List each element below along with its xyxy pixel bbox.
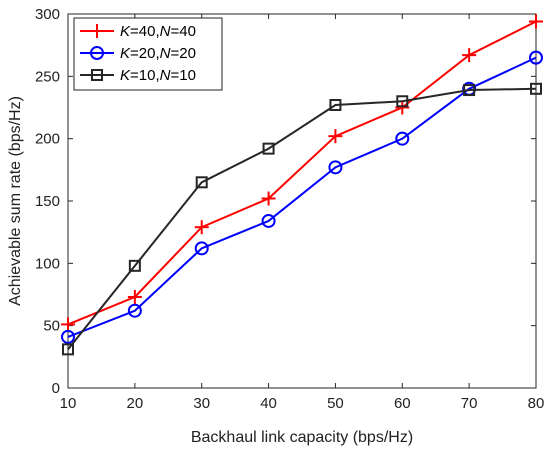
x-tick-label: 40 [260, 395, 277, 412]
legend-label: K=20,N=20 [120, 45, 196, 62]
data-point [328, 129, 343, 144]
series-line [67, 56, 537, 338]
x-tick-label: 30 [193, 395, 210, 412]
y-tick-label: 250 [35, 68, 60, 85]
data-point [127, 303, 142, 318]
y-tick-label: 300 [35, 6, 60, 23]
series-line [67, 87, 537, 350]
data-point [261, 213, 276, 228]
data-point [463, 84, 476, 97]
data-point [128, 259, 141, 272]
legend-label: K=40,N=40 [120, 23, 196, 40]
x-tick-label: 20 [127, 395, 144, 412]
series-group [61, 14, 543, 356]
y-tick-label: 150 [35, 193, 60, 210]
x-tick-label: 10 [60, 395, 77, 412]
data-point [529, 14, 543, 29]
data-point [62, 343, 74, 356]
x-tick-label: 50 [327, 395, 344, 412]
data-point [261, 191, 276, 206]
x-tick-label: 70 [461, 395, 478, 412]
y-tick-label: 0 [52, 380, 60, 397]
data-point [194, 241, 209, 256]
y-tick-label: 50 [43, 318, 60, 335]
legend-label: K=10,N=10 [120, 67, 196, 84]
series-1 [61, 14, 543, 332]
data-point [262, 142, 275, 155]
y-axis-label: Achievable sum rate (bps/Hz) [7, 96, 24, 306]
data-point [127, 289, 142, 304]
data-point [395, 100, 410, 115]
y-tick-label: 200 [35, 131, 60, 148]
data-point [329, 99, 342, 112]
x-axis-label: Backhaul link capacity (bps/Hz) [191, 429, 413, 446]
data-point [61, 329, 75, 344]
legend-entry: K=10,N=10 [80, 67, 196, 84]
series-3 [62, 82, 542, 356]
y-tick-label: 100 [35, 255, 60, 272]
legend-swatch-marker [90, 24, 104, 38]
legend-swatch-marker [90, 46, 104, 60]
legend-swatch-marker [91, 69, 103, 81]
data-point [328, 160, 343, 175]
legend-entry: K=40,N=40 [80, 23, 196, 40]
data-point [195, 176, 208, 189]
data-point [530, 82, 542, 95]
data-point [529, 50, 543, 65]
data-point [395, 131, 410, 146]
legend: K=40,N=40 K=20,N=20 K=10,N=10 [73, 17, 223, 91]
axis-ticks: 10 20 30 40 50 60 70 80 0 50 100 150 200 250 300 [35, 6, 544, 412]
data-point [396, 95, 409, 108]
data-point [194, 220, 209, 235]
x-tick-label: 80 [528, 395, 545, 412]
legend-entry: K=20,N=20 [80, 45, 196, 62]
data-point [462, 48, 477, 63]
series-line [67, 20, 537, 326]
x-tick-label: 60 [394, 395, 411, 412]
data-point [61, 317, 75, 332]
